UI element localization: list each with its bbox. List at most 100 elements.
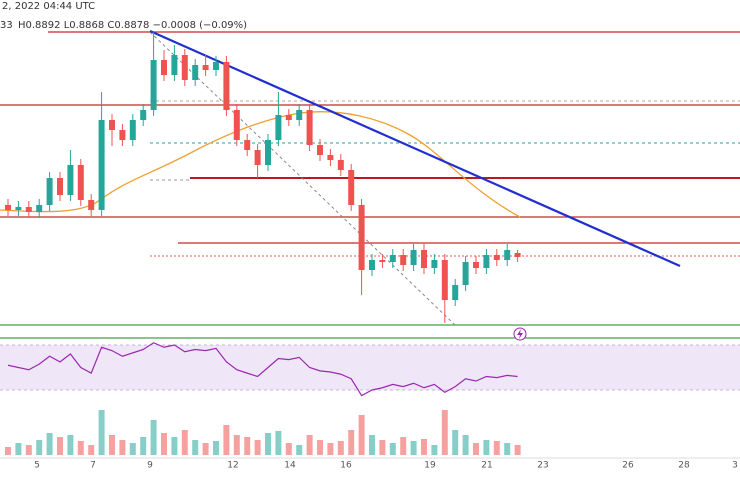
candle-body — [410, 250, 417, 265]
volume-bar — [15, 443, 22, 455]
volume-bar — [306, 435, 313, 455]
volume-bar — [202, 443, 209, 455]
candle-body — [119, 130, 126, 140]
volume-bar — [358, 415, 365, 455]
volume-bar — [36, 440, 43, 455]
candle-body — [441, 260, 448, 300]
candle-body — [77, 165, 84, 200]
x-tick-label: 26 — [622, 461, 634, 471]
x-axis: 5 7 9 12 14 16 19 21 23 26 28 3 — [34, 461, 738, 471]
volume-bar — [109, 435, 115, 455]
volume-bar — [150, 420, 157, 455]
alert-icon[interactable] — [513, 327, 527, 341]
rsi-band — [0, 345, 740, 390]
candle-body — [202, 65, 209, 70]
candle-body — [296, 110, 303, 120]
candle-body — [88, 200, 95, 210]
candle-body — [25, 207, 32, 212]
header-date: 2, 2022 04:44 UTC — [2, 1, 95, 12]
candle-body — [244, 140, 251, 150]
volume-bar — [514, 445, 521, 455]
trend-line — [149, 29, 681, 268]
volume-bar — [119, 440, 126, 455]
levels — [0, 31, 740, 339]
candle-body — [452, 285, 459, 300]
volume-bar — [473, 443, 479, 455]
candle-body — [57, 178, 63, 195]
candle-body — [348, 170, 355, 205]
candle-body — [493, 255, 500, 260]
candle-body — [150, 60, 157, 110]
volume-bar — [25, 445, 32, 455]
x-tick-label: 7 — [90, 461, 96, 471]
volume-bar — [337, 441, 344, 455]
candle-body — [109, 120, 115, 130]
volume-bar — [67, 435, 74, 455]
volume-bar — [452, 430, 459, 455]
volume-bar — [244, 437, 251, 455]
candle-body — [15, 207, 22, 210]
volume-bar — [129, 443, 136, 455]
candle-body — [67, 165, 74, 195]
candle-body — [265, 140, 271, 165]
candle-body — [483, 255, 490, 268]
x-tick-label: 28 — [678, 461, 690, 471]
volume-bar — [254, 440, 261, 455]
volume-bar — [296, 445, 303, 455]
candle-body — [421, 250, 427, 268]
volume-bar — [88, 445, 95, 455]
volume-bar — [493, 441, 500, 455]
candle-body — [223, 62, 230, 110]
volume-bar — [327, 443, 334, 455]
volume-bar — [213, 441, 219, 455]
candle-body — [171, 55, 178, 75]
volume-bar — [5, 447, 11, 455]
volume-bar — [265, 433, 271, 455]
candle-body — [462, 262, 469, 285]
candle-body — [431, 260, 438, 268]
x-tick-label: 12 — [227, 461, 238, 471]
volume-bar — [57, 437, 63, 455]
candle-body — [129, 120, 136, 140]
x-tick-label: 16 — [340, 461, 352, 471]
volume-bar — [192, 440, 199, 455]
volume-bar — [421, 439, 427, 455]
candle-body — [233, 110, 240, 140]
x-tick-label: 21 — [481, 461, 492, 471]
candle-body — [514, 253, 521, 257]
rsi-pane — [7, 342, 518, 397]
candle-body — [181, 55, 188, 80]
header-ohlc: H0.8892 L0.8868 C0.8878 −0.0008 (−0.09%) — [18, 20, 247, 31]
volume-bar — [504, 443, 511, 455]
volume-pane — [5, 410, 521, 455]
candle-body — [327, 155, 334, 160]
candle-body — [46, 178, 53, 205]
candle-body — [36, 205, 43, 212]
volume-bar — [379, 440, 386, 455]
candle-body — [192, 65, 199, 80]
candle-body — [504, 250, 511, 260]
candle-body — [400, 255, 407, 265]
header-open: 33 — [0, 20, 13, 31]
volume-bar — [483, 440, 490, 455]
volume-bar — [181, 430, 188, 455]
x-tick-label: 14 — [284, 461, 296, 471]
volume-bar — [46, 433, 53, 455]
candle-body — [98, 120, 105, 210]
candle-body — [213, 62, 219, 70]
x-tick-label: 3 — [732, 461, 738, 471]
candle-body — [254, 150, 261, 165]
candle-body — [389, 255, 396, 262]
candle-body — [473, 262, 479, 268]
x-tick-label: 19 — [424, 461, 436, 471]
candle-body — [379, 260, 386, 262]
volume-bar — [400, 437, 407, 455]
volume-bar — [462, 435, 469, 455]
volume-bar — [223, 425, 230, 455]
x-tick-label: 5 — [34, 461, 40, 471]
volume-bar — [275, 431, 282, 455]
candle-body — [306, 110, 313, 145]
volume-bar — [233, 435, 240, 455]
